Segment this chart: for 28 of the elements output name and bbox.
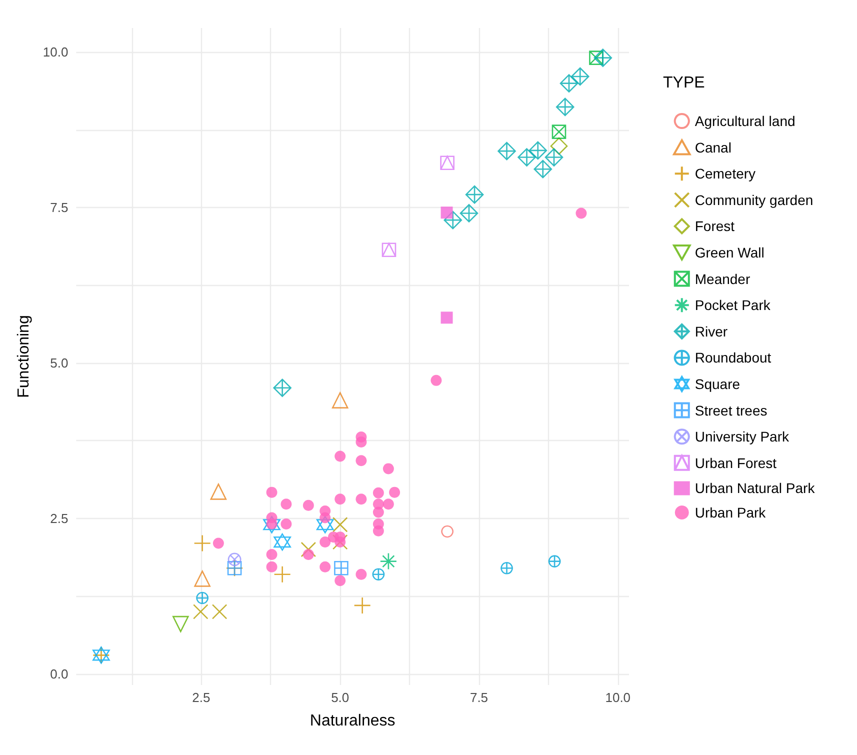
y-tick-label: 10.0 xyxy=(42,44,68,60)
x-axis-title: Naturalness xyxy=(310,712,396,730)
legend-label: River xyxy=(694,323,728,340)
y-tick-label: 7.5 xyxy=(50,200,68,216)
legend-label: Forest xyxy=(694,218,735,234)
legend-label: University Park xyxy=(694,428,790,445)
legend-label: Street trees xyxy=(694,402,768,418)
x-tick-label: 10.0 xyxy=(605,690,631,705)
x-tick-label: 7.5 xyxy=(470,690,488,705)
x-tick-label: 5.0 xyxy=(331,690,350,705)
legend-label: Canal xyxy=(694,139,732,156)
legend-label: Cemetery xyxy=(694,166,756,182)
legend-label: Meander xyxy=(694,270,750,287)
y-axis-title: Functioning xyxy=(16,315,32,398)
legend-label: Roundabout xyxy=(694,350,772,366)
x-tick-label: 2.5 xyxy=(192,690,210,705)
legend-label: Urban Forest xyxy=(694,454,777,471)
y-tick-label: 5.0 xyxy=(50,356,68,371)
legend-title: TYPE xyxy=(663,74,705,92)
y-tick-label: 2.5 xyxy=(50,510,68,526)
legend-label: Agricultural land xyxy=(694,113,796,129)
legend-label: Urban Natural Park xyxy=(694,480,816,496)
y-tick-label: 0.0 xyxy=(50,666,68,682)
legend-label: Community garden xyxy=(694,192,814,208)
legend-label: Urban Park xyxy=(694,504,767,520)
legend-label: Pocket Park xyxy=(694,297,772,314)
legend-label: Square xyxy=(694,376,740,392)
legend-label: Green Wall xyxy=(694,244,764,260)
